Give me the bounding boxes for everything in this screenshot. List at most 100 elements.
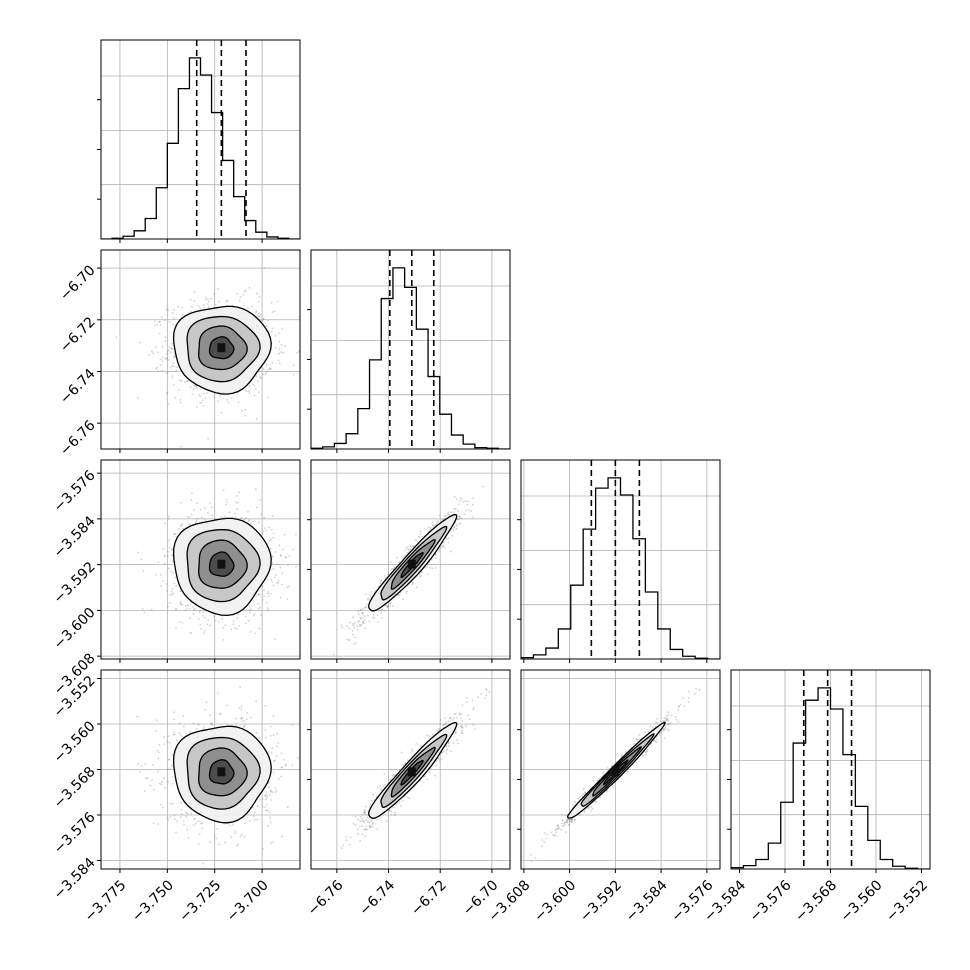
sample-point — [176, 820, 178, 822]
sample-point — [191, 492, 193, 495]
sample-point — [231, 824, 234, 826]
sample-point — [271, 562, 274, 564]
sample-point — [363, 607, 366, 609]
sample-point — [236, 501, 239, 504]
sample-point — [224, 624, 227, 627]
sample-point — [195, 519, 198, 521]
sample-point — [174, 355, 177, 358]
sample-point — [137, 763, 140, 766]
sample-point — [170, 351, 172, 354]
sample-point — [244, 408, 247, 411]
sample-point — [452, 528, 455, 531]
sample-point — [472, 516, 474, 519]
sample-point — [221, 617, 224, 620]
sample-point — [268, 786, 270, 789]
sample-point — [248, 519, 251, 521]
sample-point — [264, 794, 267, 797]
sample-point — [265, 601, 268, 604]
sample-point — [167, 403, 170, 405]
sample-point — [171, 311, 174, 314]
sample-point — [234, 512, 236, 515]
sample-point — [459, 515, 461, 518]
sample-point — [204, 708, 207, 711]
sample-point — [454, 508, 457, 511]
sample-point — [170, 348, 173, 350]
sample-point — [210, 722, 213, 725]
sample-point — [259, 313, 262, 316]
sample-point — [257, 593, 259, 596]
sample-point — [402, 598, 405, 600]
sample-point — [175, 627, 177, 629]
sample-point — [198, 724, 200, 726]
sample-point — [248, 385, 251, 387]
sample-point — [270, 789, 272, 792]
sample-point — [463, 513, 466, 515]
sample-point — [275, 581, 278, 584]
sample-point — [258, 315, 261, 318]
sample-point — [244, 389, 247, 391]
sample-point — [190, 499, 193, 502]
sample-point — [279, 596, 282, 599]
sample-point — [279, 554, 282, 557]
sample-point — [280, 775, 282, 778]
sample-point — [204, 298, 207, 301]
sample-point — [253, 613, 256, 615]
sample-point — [150, 608, 153, 611]
sample-point — [181, 622, 184, 624]
sample-point — [205, 296, 208, 299]
sample-point — [238, 625, 241, 627]
sample-point — [285, 556, 288, 559]
sample-point — [295, 533, 297, 536]
sample-point — [272, 568, 274, 570]
sample-point — [240, 834, 243, 836]
sample-point — [458, 522, 461, 525]
sample-point — [167, 605, 169, 608]
sample-point — [269, 790, 272, 793]
histogram-step — [101, 57, 300, 239]
sample-point — [207, 298, 209, 301]
sample-point — [363, 619, 366, 621]
sample-point — [362, 622, 365, 625]
sample-point — [458, 518, 461, 520]
sample-point — [446, 513, 449, 515]
sample-point — [190, 513, 193, 516]
sample-point — [247, 519, 250, 522]
sample-point — [274, 638, 277, 641]
sample-point — [193, 290, 196, 293]
sample-point — [173, 718, 175, 720]
sample-point — [198, 843, 200, 845]
sample-point — [262, 847, 264, 850]
sample-point — [380, 608, 383, 611]
sample-point — [275, 563, 278, 566]
sample-point — [244, 414, 247, 417]
sample-point — [411, 581, 414, 584]
sample-point — [390, 568, 393, 570]
sample-point — [218, 395, 221, 397]
sample-point — [364, 605, 367, 608]
sample-point — [200, 822, 203, 824]
sample-point — [304, 337, 306, 339]
sample-point — [168, 320, 171, 323]
sample-point — [288, 585, 290, 588]
sample-point — [166, 357, 168, 359]
sample-point — [268, 595, 270, 598]
sample-point — [248, 605, 251, 608]
sample-point — [270, 841, 272, 844]
sample-point — [250, 305, 253, 308]
sample-point — [168, 742, 171, 744]
sample-point — [162, 806, 164, 809]
sample-point — [403, 554, 406, 557]
sample-point — [242, 726, 245, 728]
sample-point — [204, 507, 206, 509]
sample-point — [209, 841, 212, 843]
histogram-panel-p3 — [731, 670, 930, 869]
sample-point — [265, 736, 267, 739]
sample-point — [234, 627, 236, 630]
sample-point — [271, 555, 274, 558]
sample-point — [186, 516, 189, 518]
sample-point — [377, 621, 380, 623]
sample-point — [211, 514, 214, 517]
sample-point — [267, 319, 269, 322]
sample-point — [272, 536, 274, 539]
sample-point — [482, 485, 485, 488]
